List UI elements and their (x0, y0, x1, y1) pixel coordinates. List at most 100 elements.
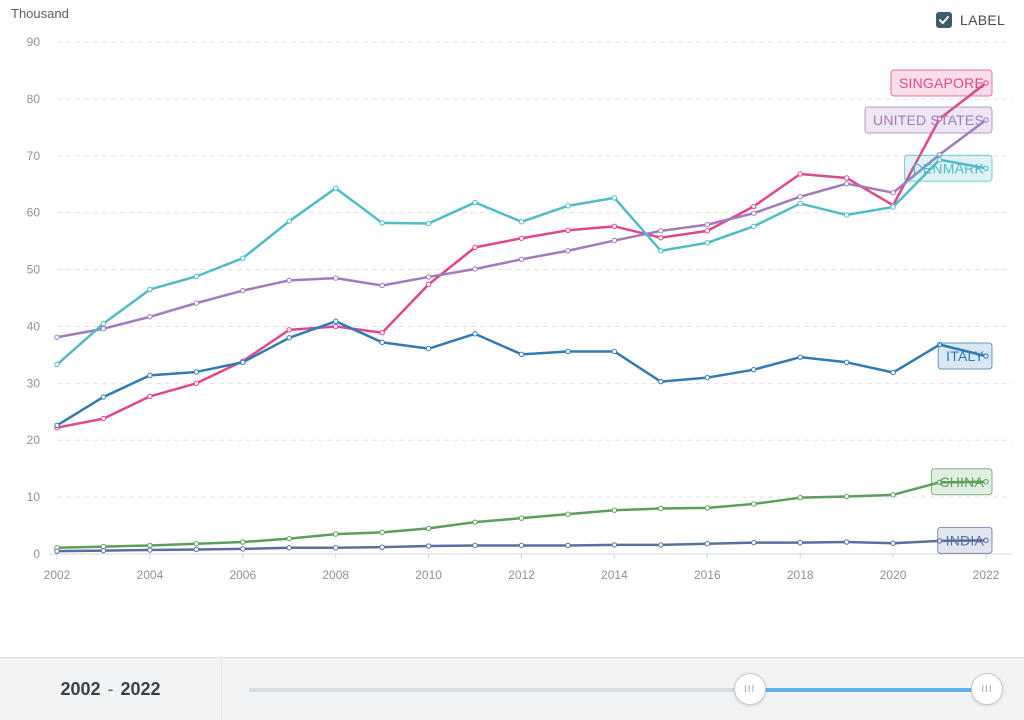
data-point (379, 339, 385, 346)
series-label-text: ITALY (946, 348, 984, 364)
series-label-box (864, 106, 993, 134)
data-point (565, 348, 571, 355)
data-point (797, 494, 803, 501)
y-tick-label: 60 (27, 206, 41, 220)
data-point (286, 327, 292, 333)
series-line (55, 158, 988, 366)
y-tick-label: 20 (27, 433, 41, 447)
data-point (286, 545, 292, 551)
data-point (379, 282, 385, 289)
y-tick-label: 0 (33, 547, 40, 561)
data-point (518, 351, 525, 358)
data-point (751, 366, 757, 373)
data-point (193, 273, 200, 280)
data-point (240, 359, 246, 365)
y-tick-label: 80 (27, 92, 41, 106)
data-point (379, 330, 385, 336)
range-slider-track[interactable] (249, 688, 986, 692)
series-label-box (930, 468, 993, 496)
data-point (843, 493, 850, 500)
data-point (193, 380, 200, 387)
range-slider-fill (748, 688, 986, 692)
data-point (193, 541, 200, 547)
data-point (333, 531, 339, 537)
data-point (704, 505, 710, 511)
data-point (565, 511, 571, 517)
data-point (472, 542, 478, 549)
range-slider-start-handle[interactable]: III (733, 673, 766, 705)
data-point (565, 203, 571, 209)
series-label-text: DENMARK (913, 160, 985, 176)
label-toggle-text: LABEL (960, 12, 1006, 28)
series-label-box (937, 526, 993, 554)
data-point (379, 220, 385, 226)
x-tick-label: 2016 (694, 568, 721, 582)
checkbox-checked-icon[interactable] (936, 12, 952, 28)
data-point (472, 244, 478, 251)
data-point (472, 519, 478, 525)
data-point (518, 235, 525, 241)
data-point (54, 334, 60, 340)
series-label-text: SINGAPORE (899, 75, 984, 91)
data-point (240, 287, 246, 294)
data-point (843, 539, 850, 545)
data-point (333, 275, 339, 281)
data-point (983, 165, 989, 171)
x-tick-label: 2006 (229, 568, 256, 582)
y-tick-label: 10 (27, 490, 41, 504)
data-point (704, 541, 710, 547)
data-point (797, 539, 803, 546)
data-point (518, 219, 525, 225)
data-point (286, 277, 292, 284)
data-point (751, 210, 757, 216)
data-point (425, 274, 432, 280)
data-point (379, 544, 385, 550)
data-point (147, 286, 153, 293)
data-point (425, 345, 432, 352)
data-point (518, 515, 525, 521)
data-point (983, 353, 989, 359)
series-label: SINGAPORE (890, 69, 993, 97)
data-point (100, 326, 107, 332)
data-point (286, 335, 292, 341)
data-point (704, 221, 710, 228)
data-point (611, 348, 618, 355)
axes: 0 10 20 30 40 50 60 70 80 90 2002 2004 2006 2008 2010 2… (27, 35, 1012, 582)
data-point (240, 255, 246, 261)
range-slider-end-handle[interactable]: III (971, 673, 1003, 705)
data-point (147, 372, 153, 379)
data-point (890, 190, 896, 196)
data-point (425, 281, 432, 288)
data-point (797, 194, 803, 200)
data-point (425, 525, 432, 532)
data-point (658, 542, 664, 548)
data-point (193, 300, 200, 306)
data-point (100, 320, 107, 327)
data-point (658, 234, 664, 241)
data-point (936, 479, 943, 486)
series-line (55, 81, 988, 429)
series-label: INDIA (937, 526, 993, 554)
range-separator: - (107, 678, 114, 699)
data-point (843, 212, 850, 218)
data-point (333, 323, 339, 330)
data-point (890, 540, 896, 546)
data-point (333, 545, 339, 551)
y-tick-label: 70 (27, 149, 41, 163)
data-point (983, 479, 989, 485)
data-point (843, 359, 850, 365)
data-point (890, 369, 896, 376)
data-point (751, 501, 757, 507)
label-toggle[interactable]: LABEL (936, 12, 1005, 28)
data-point (611, 195, 618, 201)
year-range-display: 2002 - 2022 (0, 658, 222, 720)
data-point (611, 223, 618, 230)
x-tick-label: 2010 (415, 568, 442, 582)
data-point (193, 546, 200, 553)
data-point (518, 256, 525, 263)
series-label-text: INDIA (946, 532, 985, 548)
data-point (147, 547, 153, 553)
data-point (518, 542, 525, 549)
data-point (147, 542, 153, 549)
data-point (425, 543, 432, 549)
